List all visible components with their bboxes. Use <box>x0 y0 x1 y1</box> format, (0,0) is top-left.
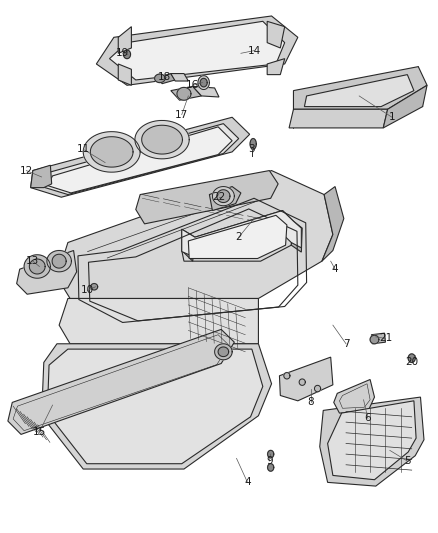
Text: 14: 14 <box>247 46 261 55</box>
Polygon shape <box>314 385 321 392</box>
Polygon shape <box>171 86 201 100</box>
Text: 6: 6 <box>364 414 371 423</box>
Text: 5: 5 <box>404 456 411 466</box>
Polygon shape <box>110 21 285 80</box>
Polygon shape <box>188 215 287 259</box>
Polygon shape <box>408 354 415 362</box>
Polygon shape <box>289 109 388 128</box>
Polygon shape <box>334 379 374 413</box>
Polygon shape <box>212 187 234 206</box>
Polygon shape <box>171 74 188 81</box>
Polygon shape <box>118 64 131 85</box>
Text: 7: 7 <box>343 339 350 349</box>
Text: 2: 2 <box>235 232 242 242</box>
Text: 18: 18 <box>158 72 171 82</box>
Polygon shape <box>83 132 140 172</box>
Polygon shape <box>31 165 52 188</box>
Polygon shape <box>91 284 98 290</box>
Polygon shape <box>24 255 50 278</box>
Polygon shape <box>52 254 66 268</box>
Text: 1: 1 <box>389 112 396 122</box>
Polygon shape <box>209 187 241 211</box>
Polygon shape <box>217 190 230 203</box>
Polygon shape <box>370 335 379 344</box>
Polygon shape <box>182 229 195 261</box>
Polygon shape <box>47 251 71 272</box>
Polygon shape <box>42 344 272 469</box>
Polygon shape <box>371 333 385 344</box>
Polygon shape <box>299 379 305 385</box>
Polygon shape <box>124 50 131 59</box>
Polygon shape <box>47 349 263 464</box>
Polygon shape <box>320 397 424 486</box>
Text: 19: 19 <box>116 49 129 58</box>
Text: 3: 3 <box>248 144 255 154</box>
Polygon shape <box>267 21 285 48</box>
Text: 17: 17 <box>175 110 188 119</box>
Polygon shape <box>136 171 278 224</box>
Polygon shape <box>42 124 239 195</box>
Text: 10: 10 <box>81 286 94 295</box>
Polygon shape <box>177 87 191 100</box>
Polygon shape <box>142 125 182 154</box>
Polygon shape <box>118 27 131 53</box>
Polygon shape <box>96 16 298 85</box>
Polygon shape <box>182 211 301 257</box>
Text: 20: 20 <box>405 358 418 367</box>
Polygon shape <box>17 251 77 294</box>
Text: 4: 4 <box>332 264 339 274</box>
Polygon shape <box>90 137 133 167</box>
Polygon shape <box>155 74 165 83</box>
Polygon shape <box>268 464 274 471</box>
Polygon shape <box>284 373 290 379</box>
Polygon shape <box>200 78 207 87</box>
Text: 15: 15 <box>33 427 46 437</box>
Text: 13: 13 <box>26 256 39 266</box>
Polygon shape <box>47 127 232 193</box>
Text: 22: 22 <box>212 192 226 202</box>
Polygon shape <box>218 347 229 357</box>
Text: 11: 11 <box>77 144 90 154</box>
Text: 16: 16 <box>186 80 199 90</box>
Polygon shape <box>304 75 414 107</box>
Polygon shape <box>8 329 234 434</box>
Polygon shape <box>293 67 427 109</box>
Text: 4: 4 <box>244 478 251 487</box>
Polygon shape <box>322 187 344 261</box>
Polygon shape <box>215 344 232 360</box>
Polygon shape <box>291 221 302 252</box>
Text: 12: 12 <box>20 166 33 175</box>
Polygon shape <box>193 86 219 97</box>
Polygon shape <box>135 120 189 159</box>
Polygon shape <box>31 117 250 197</box>
Polygon shape <box>57 171 333 298</box>
Polygon shape <box>268 450 274 458</box>
Polygon shape <box>250 139 256 149</box>
Text: 9: 9 <box>266 456 273 466</box>
Text: 21: 21 <box>379 334 392 343</box>
Polygon shape <box>182 211 293 261</box>
Polygon shape <box>267 59 285 75</box>
Text: 8: 8 <box>307 398 314 407</box>
Polygon shape <box>158 74 175 84</box>
Polygon shape <box>328 401 416 480</box>
Polygon shape <box>198 76 209 90</box>
Polygon shape <box>29 259 45 274</box>
Polygon shape <box>383 85 427 128</box>
Polygon shape <box>279 357 333 401</box>
Polygon shape <box>59 298 258 344</box>
